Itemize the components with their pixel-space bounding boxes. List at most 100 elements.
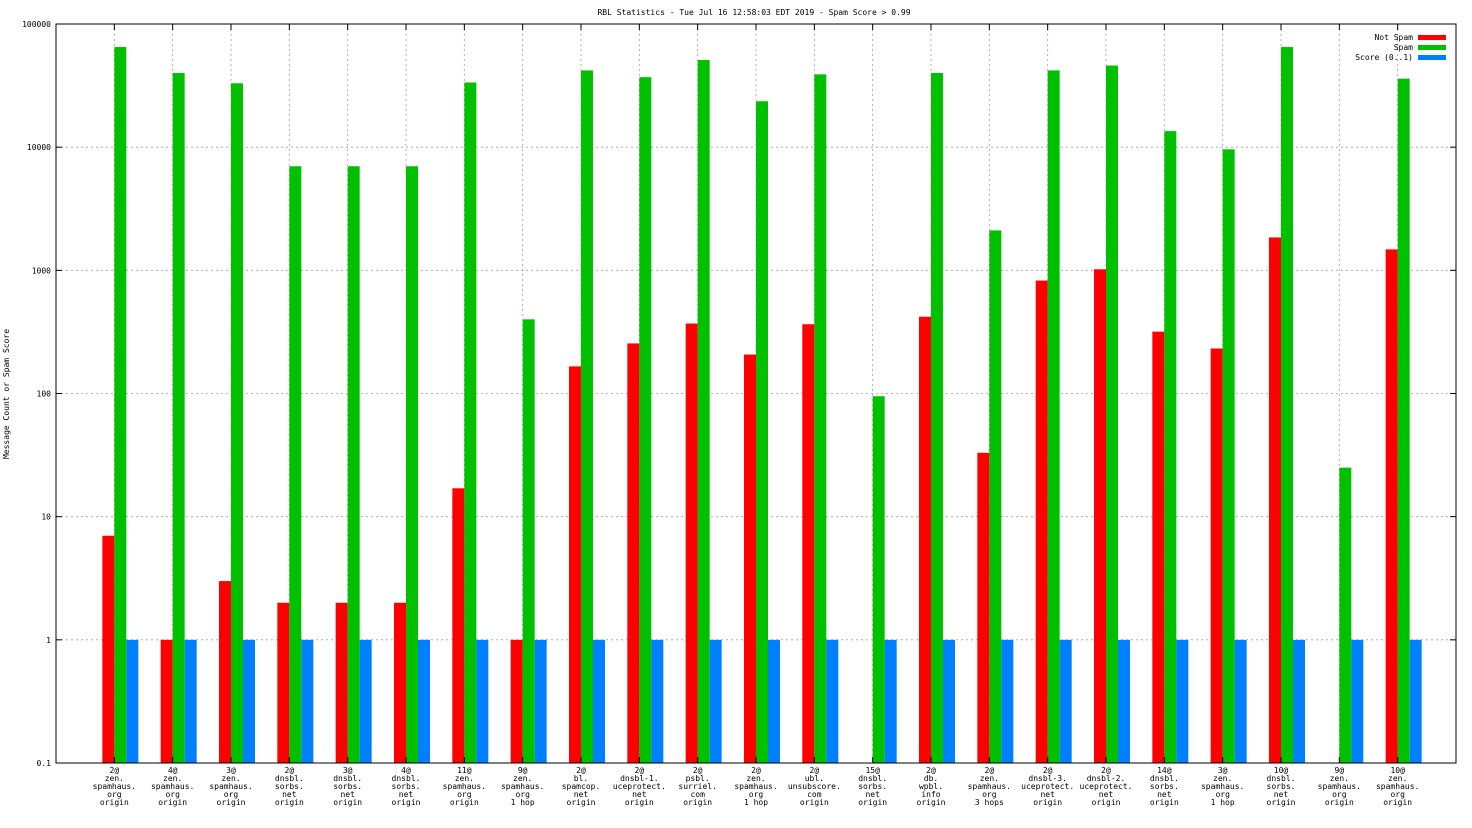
bar-spam — [1222, 149, 1235, 763]
x-tick-label: org — [749, 790, 764, 799]
bar-spam — [872, 396, 885, 763]
x-tick-label: dnsbl-3. — [1028, 774, 1067, 783]
bar-score — [243, 639, 255, 763]
x-tick-label: ubl. — [805, 774, 824, 783]
x-tick-label: 2@ — [285, 766, 295, 775]
bar-spam — [289, 166, 302, 763]
x-tick-label: origin — [450, 798, 479, 807]
bar-score — [1351, 639, 1364, 763]
x-tick-label: dnsbl. — [275, 774, 304, 783]
x-tick-label: 2@ — [751, 766, 761, 775]
x-tick-label: 3 hops — [975, 798, 1004, 807]
bar-spam — [406, 166, 418, 763]
bar-not-spam — [102, 535, 115, 763]
x-tick-label: net — [1157, 790, 1172, 799]
x-tick-label: 2@ — [635, 766, 645, 775]
x-tick-label: origin — [333, 798, 362, 807]
bar-spam — [756, 101, 768, 764]
x-tick-label: 11@ — [457, 766, 472, 775]
y-tick-label: 10000 — [27, 143, 51, 152]
x-tick-label: spamhaus. — [1201, 782, 1244, 791]
x-tick-label: spamhaus. — [1376, 782, 1419, 791]
x-tick-label: origin — [100, 798, 129, 807]
y-tick-label: 10 — [41, 513, 51, 522]
bar-score — [301, 639, 314, 763]
x-tick-label: 2@ — [810, 766, 820, 775]
x-tick-label: spamhaus. — [734, 782, 777, 791]
x-tick-label: spamhaus. — [209, 782, 252, 791]
x-tick-label: zen. — [1330, 774, 1349, 783]
x-tick-label: 2@ — [110, 766, 120, 775]
bar-not-spam — [569, 366, 581, 763]
bar-not-spam — [977, 452, 990, 763]
x-tick-label: dnsbl. — [858, 774, 887, 783]
bar-spam — [814, 74, 827, 764]
x-tick-label: 2@ — [576, 766, 586, 775]
bar-spam — [1339, 467, 1352, 763]
x-tick-label: origin — [275, 798, 304, 807]
x-tick-label: origin — [567, 798, 596, 807]
x-tick-label: sorbs. — [392, 782, 421, 791]
x-tick-label: 2@ — [1043, 766, 1053, 775]
x-tick-label: org — [165, 790, 180, 799]
legend-swatch — [1418, 55, 1446, 60]
bar-score — [593, 639, 605, 763]
bar-not-spam — [744, 354, 756, 763]
x-tick-label: origin — [1150, 798, 1179, 807]
y-tick-label: 100000 — [22, 20, 51, 29]
x-tick-label: 3@ — [343, 766, 353, 775]
bar-not-spam — [1035, 280, 1048, 763]
y-tick-label: 1 — [46, 636, 51, 645]
bar-score — [184, 639, 197, 763]
x-tick-label: org — [107, 790, 122, 799]
x-tick-label: unsubscore. — [788, 782, 841, 791]
x-tick-label: net — [399, 790, 414, 799]
legend-label: Not Spam — [1374, 33, 1413, 42]
x-tick-label: 2@ — [1101, 766, 1111, 775]
bar-score — [1293, 639, 1305, 763]
x-tick-label: dnsbl-2. — [1087, 774, 1126, 783]
x-tick-label: 2@ — [985, 766, 995, 775]
x-tick-label: org — [515, 790, 530, 799]
bar-score — [1118, 639, 1130, 763]
bar-score — [826, 639, 839, 763]
x-tick-label: sorbs. — [1267, 782, 1296, 791]
x-tick-label: origin — [917, 798, 946, 807]
x-tick-label: zen. — [513, 774, 532, 783]
bar-not-spam — [277, 602, 290, 763]
bar-spam — [1047, 70, 1060, 763]
x-tick-label: 2@ — [926, 766, 936, 775]
x-tick-label: 4@ — [401, 766, 411, 775]
bar-spam — [172, 73, 185, 764]
x-tick-label: zen. — [1213, 774, 1232, 783]
x-tick-label: 2@ — [693, 766, 703, 775]
x-tick-label: net — [1099, 790, 1114, 799]
y-axis-ticks: 0.1 1 10 100 1000 10000 100000 — [22, 20, 1456, 768]
bar-spam — [1164, 131, 1177, 763]
x-tick-label: org — [224, 790, 239, 799]
bar-spam — [114, 47, 127, 763]
x-tick-label: 9@ — [1335, 766, 1345, 775]
bar-not-spam — [1152, 331, 1165, 763]
x-tick-label: sorbs. — [333, 782, 362, 791]
x-tick-label: spamhaus. — [501, 782, 544, 791]
x-tick-label: surriel. — [678, 782, 717, 791]
x-tick-label: 4@ — [168, 766, 178, 775]
x-tick-label: spamhaus. — [151, 782, 194, 791]
x-tick-label: net — [632, 790, 647, 799]
legend-swatch — [1418, 45, 1446, 50]
bar-score — [884, 639, 897, 763]
x-tick-label: bl. — [574, 774, 588, 783]
bar-spam — [931, 73, 943, 764]
bar-spam — [581, 70, 593, 763]
bar-not-spam — [452, 488, 465, 763]
x-tick-label: 1 hop — [744, 798, 768, 807]
x-tick-label: 1 hop — [511, 798, 535, 807]
bar-not-spam — [160, 639, 173, 763]
y-tick-label: 0.1 — [37, 759, 52, 768]
x-tick-label: wpbl. — [919, 782, 943, 791]
x-axis-ticks: 2@zen.spamhaus.orgorigin4@zen.spamhaus.o… — [93, 24, 1419, 807]
bar-score — [1409, 639, 1422, 763]
x-tick-label: origin — [683, 798, 712, 807]
